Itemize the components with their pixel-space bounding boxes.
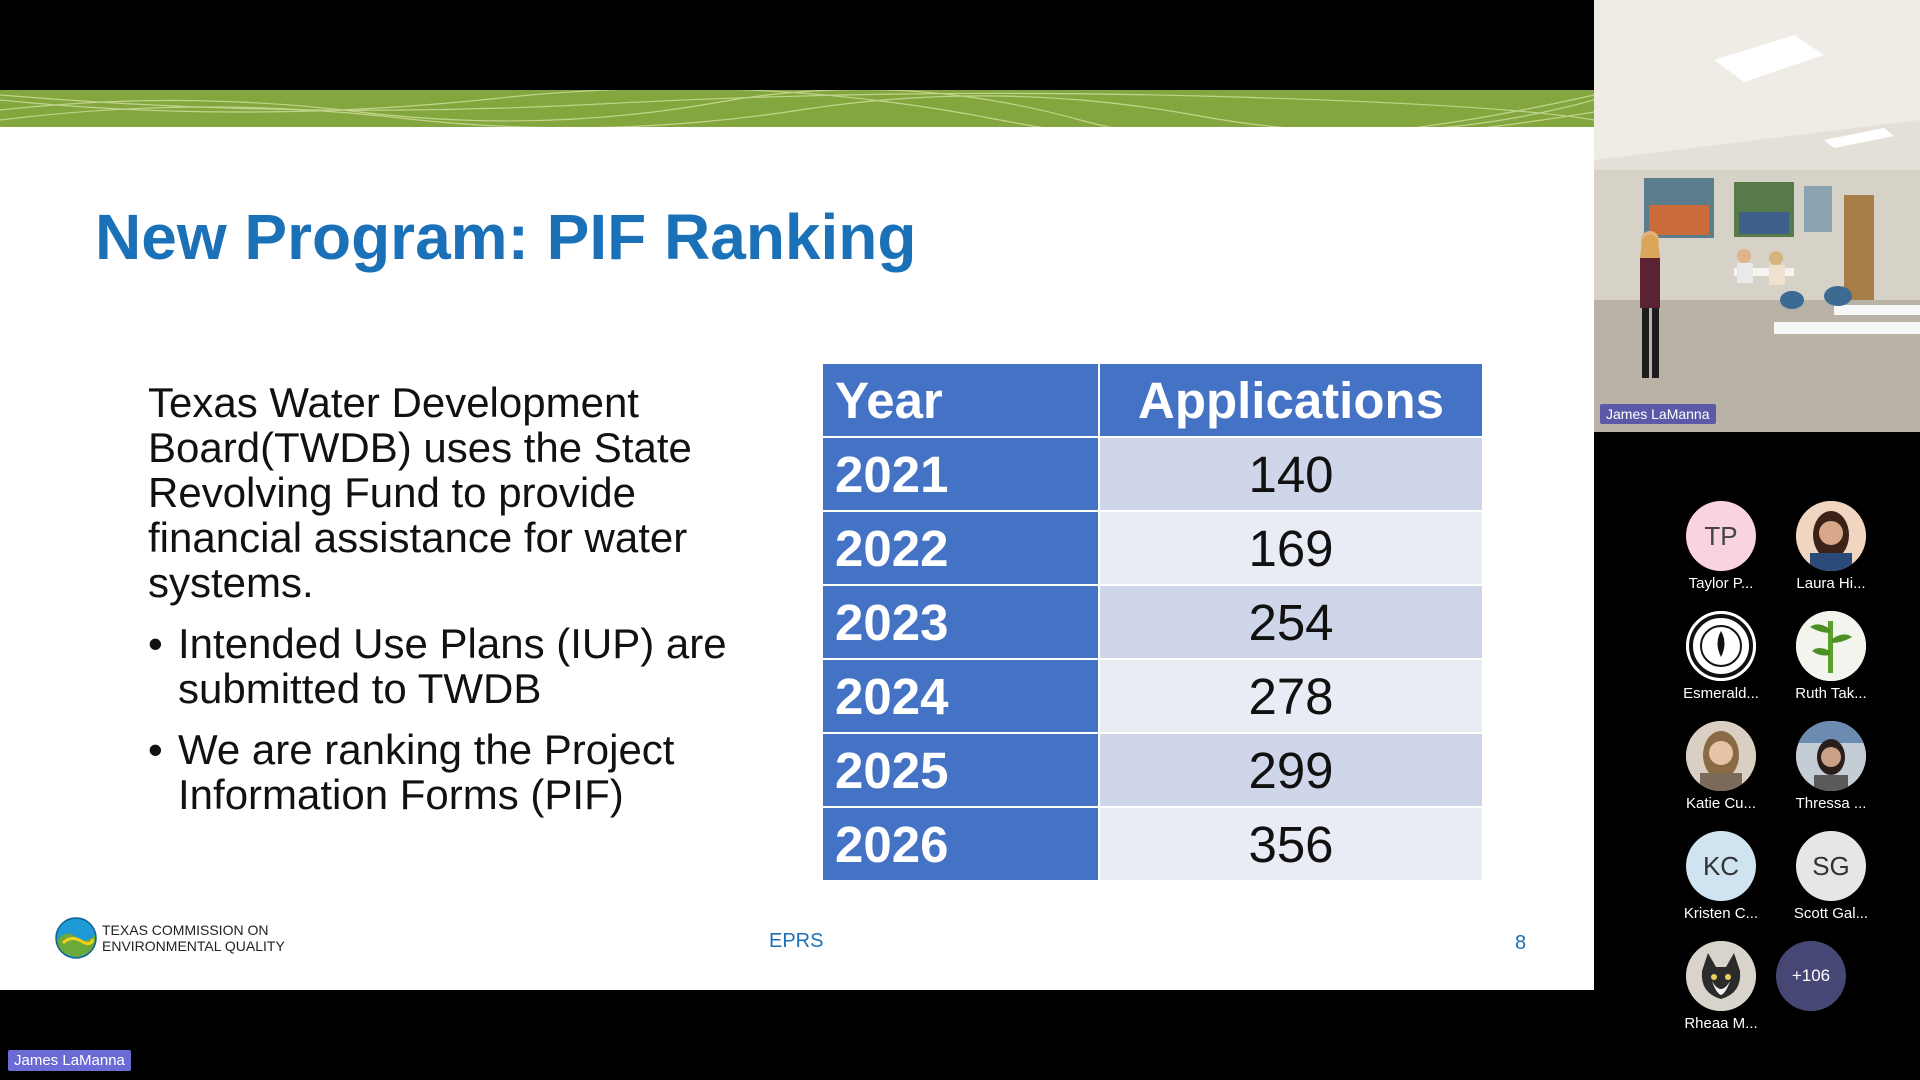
bamboo-plant-icon <box>1796 611 1866 681</box>
participant-tile[interactable]: Esmerald... <box>1666 611 1776 711</box>
avatar-initials: TP <box>1704 520 1738 551</box>
plant-avatar <box>1796 611 1866 681</box>
year-cell: 2025 <box>821 732 1100 808</box>
logo-line-1: TEXAS COMMISSION ON <box>102 922 269 938</box>
seal-avatar <box>1686 611 1756 681</box>
participant-tile[interactable]: Thressa ... <box>1776 721 1886 821</box>
year-cell: 2026 <box>821 806 1100 882</box>
participant-name: Ruth Tak... <box>1795 685 1867 702</box>
bullet-dot: • <box>148 726 163 773</box>
year-cell: 2022 <box>821 510 1100 586</box>
agency-seal-icon <box>1686 611 1756 681</box>
slide-body: Texas Water Development Board(TWDB) uses… <box>148 380 798 833</box>
table-row: 2024 278 <box>821 658 1484 734</box>
applications-cell: 278 <box>1098 658 1484 734</box>
presenter-name-tag: James LaManna <box>8 1050 131 1071</box>
person-photo-icon <box>1686 721 1756 791</box>
logo-line-2: ENVIRONMENTAL QUALITY <box>102 938 285 954</box>
bullet-list: • Intended Use Plans (IUP) are submitted … <box>148 621 798 817</box>
intro-paragraph: Texas Water Development Board(TWDB) uses… <box>148 379 692 606</box>
year-cell: 2021 <box>821 436 1100 512</box>
footer-center-text: EPRS <box>769 930 824 952</box>
bullet-text: Intended Use Plans (IUP) are submitted t… <box>178 620 727 712</box>
participant-name: Esmerald... <box>1683 685 1759 702</box>
avatar-initials: KC <box>1702 850 1740 881</box>
person-photo-icon <box>1796 501 1866 571</box>
video-name-tag: James LaManna <box>1600 404 1716 424</box>
table-row: 2021 140 <box>821 436 1484 512</box>
participant-tile[interactable]: TP Taylor P... <box>1666 501 1776 601</box>
table-row: 2023 254 <box>821 584 1484 660</box>
participant-name: Kristen C... <box>1683 905 1759 922</box>
slide-page-number: 8 <box>1515 932 1527 954</box>
table-row: 2026 356 <box>821 806 1484 882</box>
cat-photo-avatar <box>1686 941 1756 1011</box>
applications-cell: 356 <box>1098 806 1484 882</box>
bullet-text: We are ranking the Project Information F… <box>178 726 675 818</box>
participant-name: Katie Cu... <box>1685 795 1757 812</box>
participant-name: Laura Hi... <box>1796 575 1866 592</box>
slide-top-banner <box>0 90 1594 127</box>
participant-tile[interactable]: Laura Hi... <box>1776 501 1886 601</box>
year-column-header: Year <box>821 362 1100 438</box>
participant-tile[interactable]: Katie Cu... <box>1666 721 1776 821</box>
applications-column-header: Applications <box>1098 362 1484 438</box>
presentation-slide: New Program: PIF Ranking Texas Water Dev… <box>0 90 1594 990</box>
bullet-dot: • <box>148 620 163 667</box>
participant-name: Thressa ... <box>1795 795 1867 812</box>
year-cell: 2023 <box>821 584 1100 660</box>
tceq-logo: TEXAS COMMISSION ON ENVIRONMENTAL QUALIT… <box>55 917 285 959</box>
applications-cell: 140 <box>1098 436 1484 512</box>
photo-avatar <box>1796 501 1866 571</box>
avatar-initials: SG <box>1812 850 1850 881</box>
year-cell: 2024 <box>821 658 1100 734</box>
participant-name: Taylor P... <box>1688 575 1754 592</box>
tceq-globe-icon <box>55 917 97 959</box>
applications-cell: 254 <box>1098 584 1484 660</box>
bullet-item: • We are ranking the Project Information … <box>148 727 798 817</box>
participant-tile[interactable]: Rheaa M... <box>1666 941 1776 1041</box>
table-header-row: Year Applications <box>821 362 1484 438</box>
participant-tile[interactable]: KC Kristen C... <box>1666 831 1776 931</box>
classroom-video-frame <box>1594 0 1920 432</box>
bullet-item: • Intended Use Plans (IUP) are submitted … <box>148 621 798 711</box>
photo-avatar <box>1686 721 1756 791</box>
participant-name: Rheaa M... <box>1684 1015 1758 1032</box>
cat-photo-icon <box>1686 941 1756 1011</box>
slide-title: New Program: PIF Ranking <box>95 201 917 273</box>
photo-avatar <box>1796 721 1866 791</box>
initials-avatar: TP <box>1686 501 1756 571</box>
initials-avatar: SG <box>1796 831 1866 901</box>
person-photo-icon <box>1796 721 1866 791</box>
more-participants-button[interactable]: +106 <box>1776 941 1846 1011</box>
presenter-video-feed[interactable]: James LaManna <box>1594 0 1920 432</box>
participant-tile[interactable]: SG Scott Gal... <box>1776 831 1886 931</box>
table-row: 2022 169 <box>821 510 1484 586</box>
applications-table: Year Applications 2021 140 2022 169 2023… <box>821 362 1484 882</box>
shared-screen-stage: New Program: PIF Ranking Texas Water Dev… <box>0 90 1594 1071</box>
participants-panel: TP Taylor P... Laura Hi... Esmerald... R… <box>1594 432 1920 1080</box>
table-row: 2025 299 <box>821 732 1484 808</box>
applications-cell: 299 <box>1098 732 1484 808</box>
participant-name: Scott Gal... <box>1793 905 1869 922</box>
participant-tile[interactable]: Ruth Tak... <box>1776 611 1886 711</box>
applications-cell: 169 <box>1098 510 1484 586</box>
initials-avatar: KC <box>1686 831 1756 901</box>
